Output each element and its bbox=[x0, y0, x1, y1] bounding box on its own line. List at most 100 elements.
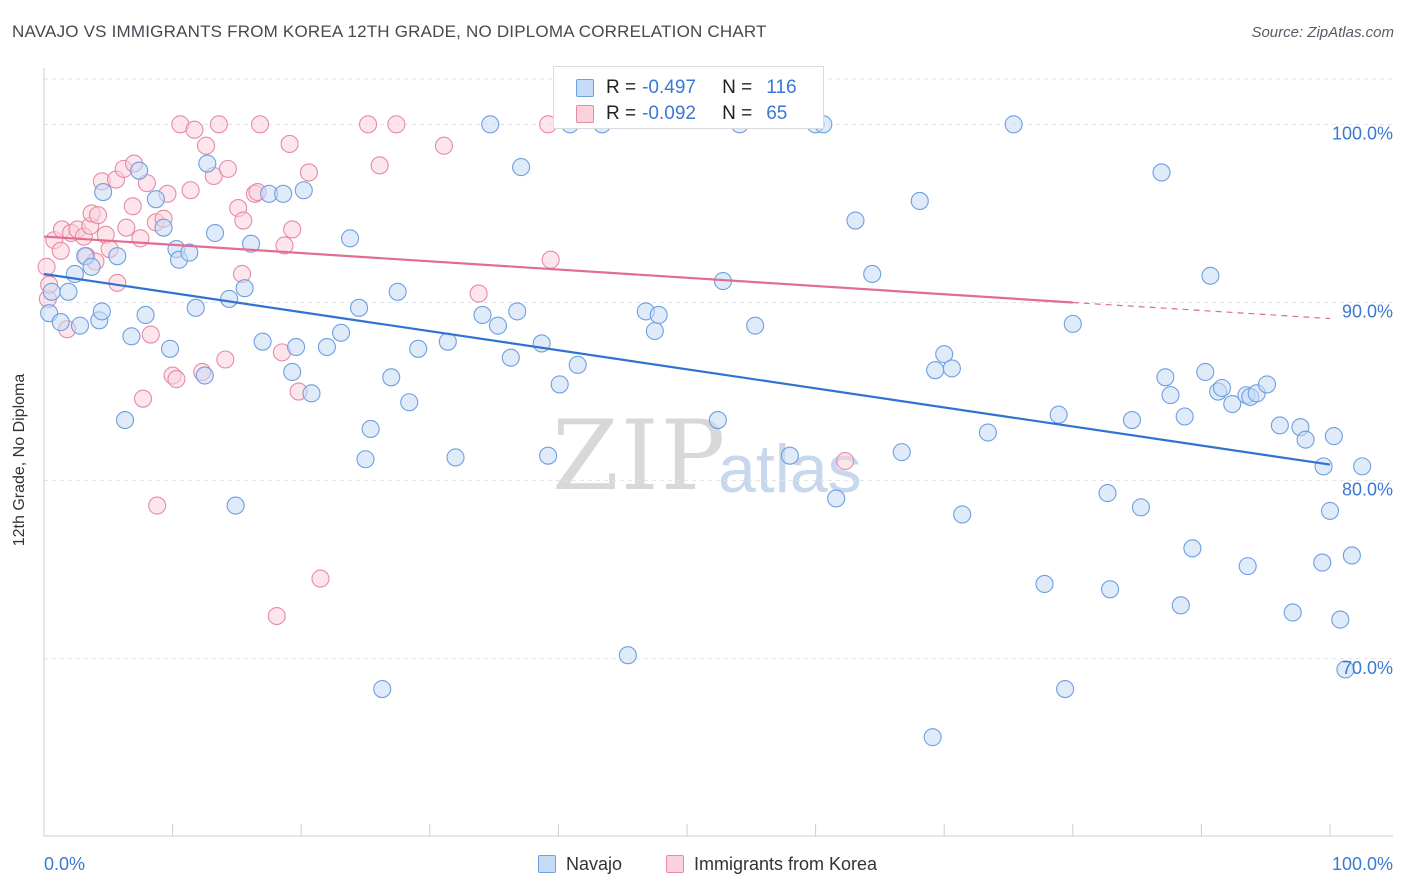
korea-point bbox=[196, 136, 216, 155]
y-tick-label: 100.0% bbox=[1332, 123, 1393, 143]
navajo-point bbox=[198, 154, 217, 173]
navajo-point bbox=[568, 355, 587, 374]
korea-point bbox=[167, 370, 186, 389]
navajo-point bbox=[1049, 405, 1068, 424]
navajo-point bbox=[382, 368, 401, 387]
korea-point bbox=[216, 350, 235, 369]
korea-point bbox=[541, 250, 560, 269]
korea-point bbox=[267, 606, 286, 626]
korea-point bbox=[370, 156, 389, 175]
navajo-point bbox=[1098, 484, 1117, 503]
navajo-point bbox=[1283, 603, 1302, 622]
bottom-legend-swatch-navajo bbox=[538, 855, 556, 873]
legend-swatch-korea bbox=[576, 105, 594, 123]
navajo-point bbox=[70, 316, 90, 335]
korea-point bbox=[141, 325, 160, 344]
navajo-point bbox=[746, 316, 765, 335]
watermark-zip: ZIP bbox=[552, 400, 728, 512]
navajo-point bbox=[1223, 394, 1242, 414]
y-tick-label: 90.0% bbox=[1342, 301, 1393, 321]
bottom-legend-label-navajo: Navajo bbox=[566, 853, 623, 874]
legend-row-navajo: R = -0.497 N = 116 bbox=[576, 75, 797, 101]
tick-labels: 100.0% 90.0% 80.0% 70.0% 0.0% 100.0% bbox=[44, 123, 1393, 874]
legend-n-value-navajo: 116 bbox=[766, 77, 797, 98]
navajo-point bbox=[294, 181, 313, 200]
navajo-point bbox=[488, 316, 508, 335]
navajo-point bbox=[94, 182, 113, 202]
navajo-point bbox=[356, 450, 375, 469]
korea-point bbox=[209, 115, 228, 134]
navajo-point bbox=[1056, 680, 1075, 699]
navajo-point bbox=[926, 361, 945, 380]
navajo-point bbox=[1161, 386, 1180, 405]
navajo-point bbox=[953, 505, 972, 524]
legend-n-label: N = bbox=[722, 103, 753, 124]
bottom-legend-korea[interactable]: Immigrants from Korea bbox=[666, 852, 877, 876]
navajo-point bbox=[409, 339, 428, 358]
navajo-point bbox=[42, 282, 61, 301]
korea-point bbox=[359, 115, 378, 134]
regression-lines bbox=[43, 235, 1331, 466]
navajo-point bbox=[82, 257, 101, 276]
x-tick-label-left: 0.0% bbox=[44, 854, 85, 874]
navajo-point bbox=[935, 345, 954, 364]
navajo-point bbox=[1324, 427, 1343, 446]
series-navajo-points bbox=[40, 115, 1372, 747]
navajo-point bbox=[220, 289, 239, 308]
korea-regression-extension bbox=[1072, 301, 1331, 320]
navajo-point bbox=[1212, 378, 1232, 398]
navajo-point bbox=[235, 279, 254, 298]
navajo-point bbox=[1270, 416, 1289, 435]
navajo-point bbox=[1035, 574, 1054, 593]
bottom-legend-label-korea: Immigrants from Korea bbox=[694, 853, 878, 874]
bottom-legend-navajo[interactable]: Navajo bbox=[538, 852, 622, 876]
navajo-point bbox=[892, 443, 911, 462]
navajo-point bbox=[317, 337, 336, 357]
navajo-point bbox=[550, 375, 569, 394]
axes bbox=[43, 68, 1393, 837]
navajo-point bbox=[1296, 430, 1315, 449]
navajo-point bbox=[512, 158, 531, 177]
navajo-point bbox=[388, 282, 407, 301]
gridlines bbox=[44, 78, 1393, 660]
navajo-point bbox=[59, 282, 78, 301]
navajo-point bbox=[846, 211, 865, 230]
korea-point bbox=[387, 115, 406, 134]
korea-point bbox=[123, 197, 142, 216]
korea-point bbox=[299, 163, 318, 182]
navajo-point bbox=[1063, 314, 1082, 333]
navajo-point bbox=[1336, 660, 1355, 679]
navajo-point bbox=[1196, 362, 1215, 382]
navajo-point bbox=[863, 264, 882, 284]
bottom-legend-swatch-korea bbox=[666, 855, 684, 873]
navajo-point bbox=[708, 411, 727, 430]
navajo-point bbox=[1175, 407, 1194, 426]
navajo-point bbox=[302, 384, 321, 403]
navajo-point bbox=[1353, 457, 1372, 476]
navajo-point bbox=[649, 305, 668, 325]
korea-point bbox=[469, 284, 488, 303]
navajo-point bbox=[361, 419, 380, 439]
navajo-point bbox=[1131, 498, 1151, 517]
korea-point bbox=[250, 115, 270, 134]
navajo-point bbox=[287, 337, 306, 357]
navajo-point bbox=[115, 411, 135, 430]
navajo-point bbox=[780, 446, 799, 465]
korea-point bbox=[283, 220, 302, 239]
navajo-point bbox=[910, 191, 929, 210]
navajo-point bbox=[1156, 368, 1175, 387]
navajo-point bbox=[180, 243, 199, 262]
legend-swatch-navajo bbox=[576, 79, 594, 97]
korea-point bbox=[275, 236, 294, 255]
korea-point bbox=[218, 159, 237, 178]
navajo-point bbox=[1331, 610, 1350, 629]
navajo-regression-line bbox=[43, 272, 1331, 466]
navajo-point bbox=[1122, 411, 1142, 430]
navajo-point bbox=[1152, 163, 1171, 182]
navajo-point bbox=[350, 298, 369, 317]
korea-point bbox=[311, 569, 330, 588]
navajo-point bbox=[1171, 596, 1190, 615]
navajo-point bbox=[1257, 375, 1277, 394]
korea-point bbox=[234, 211, 253, 230]
navajo-point bbox=[154, 218, 173, 237]
